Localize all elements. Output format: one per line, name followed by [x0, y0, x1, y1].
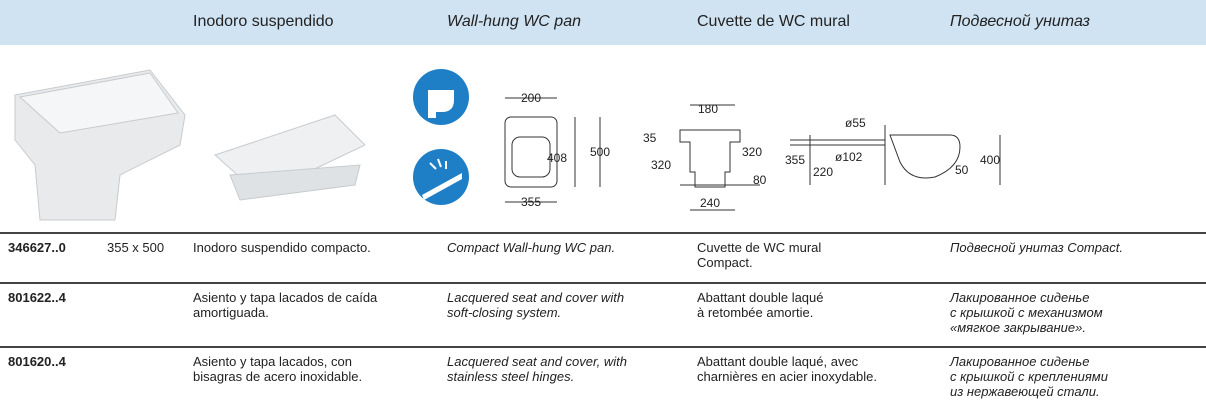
- cell-line: Compact Wall-hung WC pan.: [447, 240, 616, 255]
- cell-line: Подвесной унитаз Compact.: [950, 240, 1123, 255]
- row-rule: [0, 232, 1206, 234]
- cell-line: Cuvette de WC mural: [697, 240, 822, 255]
- product-code: 801620..4: [8, 354, 66, 369]
- dimension: 50: [955, 163, 969, 177]
- cell-line: с крышкой с креплениями: [950, 369, 1108, 384]
- dimension: 320: [742, 145, 762, 159]
- table-cell: Cuvette de WC mural Compact.: [697, 240, 821, 270]
- header-band: Inodoro suspendido Wall-hung WC pan Cuve…: [0, 0, 1206, 45]
- table-cell: Compact Wall-hung WC pan.: [447, 240, 615, 255]
- table-cell: Lacquered seat and cover with soft-closin…: [447, 290, 624, 320]
- table-cell: Подвесной унитаз Compact.: [950, 240, 1123, 255]
- cell-line: à retombée amortie.: [697, 305, 814, 320]
- table-cell: Лакированное сиденье с крышкой с механизм…: [950, 290, 1103, 335]
- dimension: 180: [698, 102, 718, 116]
- cell-line: Abattant double laqué: [697, 290, 824, 305]
- dimension: 500: [590, 145, 610, 159]
- dimension: ø102: [835, 150, 863, 164]
- table-cell: Abattant double laqué, avec charnières en…: [697, 354, 877, 384]
- dimension: ø55: [845, 116, 866, 130]
- toilet-photo: [14, 69, 186, 221]
- column-header: Cuvette de WC mural: [697, 13, 850, 30]
- cell-line: Лакированное сиденье: [950, 290, 1090, 305]
- icon-wall-hung: [413, 69, 469, 125]
- table-cell: 355 x 500: [107, 240, 165, 255]
- row-rule: [0, 282, 1206, 284]
- cell-line: amortiguada.: [193, 305, 269, 320]
- section-drawing: [790, 125, 1001, 185]
- product-code: 346627..0: [8, 240, 66, 255]
- cell-line: Лакированное сиденье: [950, 354, 1090, 369]
- dimension: 400: [980, 153, 1000, 167]
- column-header: Wall-hung WC pan: [447, 13, 581, 30]
- cell-line: charnières en acier inoxydable.: [697, 369, 877, 384]
- dimension: 80: [753, 173, 767, 187]
- dimension: 355: [521, 195, 541, 209]
- cell-line: bisagras de acero inoxidable.: [193, 369, 363, 384]
- table-cell: Lacquered seat and cover, with stainless …: [447, 354, 627, 384]
- table-cell: Asiento y tapa lacados de caída amortigua…: [193, 290, 377, 320]
- front-drawing: [504, 97, 601, 203]
- table-cell: Asiento y tapa lacados, con bisagras de a…: [193, 354, 362, 384]
- product-images: 200 408 500 355 180 35 320 320 80 240 ø5…: [14, 69, 1001, 221]
- table-cell: Лакированное сиденье с крышкой с креплени…: [950, 354, 1108, 399]
- product-code: 801622..4: [8, 290, 66, 305]
- row-rule: [0, 346, 1206, 348]
- seat-photo: [214, 114, 366, 201]
- icon-soft-close: [413, 149, 469, 205]
- dimension: 408: [547, 151, 567, 165]
- table-cell: Inodoro suspendido compacto.: [193, 240, 371, 255]
- dimension: 35: [643, 131, 657, 145]
- dimension: 200: [521, 91, 541, 105]
- cell-line: Abattant double laqué, avec: [697, 354, 859, 369]
- cell-line: из нержавеющей стали.: [950, 384, 1100, 399]
- dimension: 355: [785, 153, 805, 167]
- dimension: 240: [700, 196, 720, 210]
- table-cell: Abattant double laqué à retombée amortie.: [697, 290, 824, 320]
- cell-line: с крышкой с механизмом: [950, 305, 1103, 320]
- cell-line: Inodoro suspendido compacto.: [193, 240, 371, 255]
- cell-line: Lacquered seat and cover, with: [447, 354, 627, 369]
- cell-line: Compact.: [697, 255, 753, 270]
- cell-line: «мягкое закрывание».: [950, 320, 1086, 335]
- cell-line: stainless steel hinges.: [447, 369, 575, 384]
- cell-line: Asiento y tapa lacados, con: [193, 354, 352, 369]
- column-header: Подвесной унитаз: [950, 13, 1090, 30]
- cell-line: soft-closing system.: [447, 305, 562, 320]
- column-header: Inodoro suspendido: [193, 13, 334, 30]
- dimension: 220: [813, 165, 833, 179]
- cell-line: Lacquered seat and cover with: [447, 290, 625, 305]
- dimension: 320: [651, 158, 671, 172]
- side-drawing: [679, 104, 760, 211]
- cell-line: Asiento y tapa lacados de caída: [193, 290, 378, 305]
